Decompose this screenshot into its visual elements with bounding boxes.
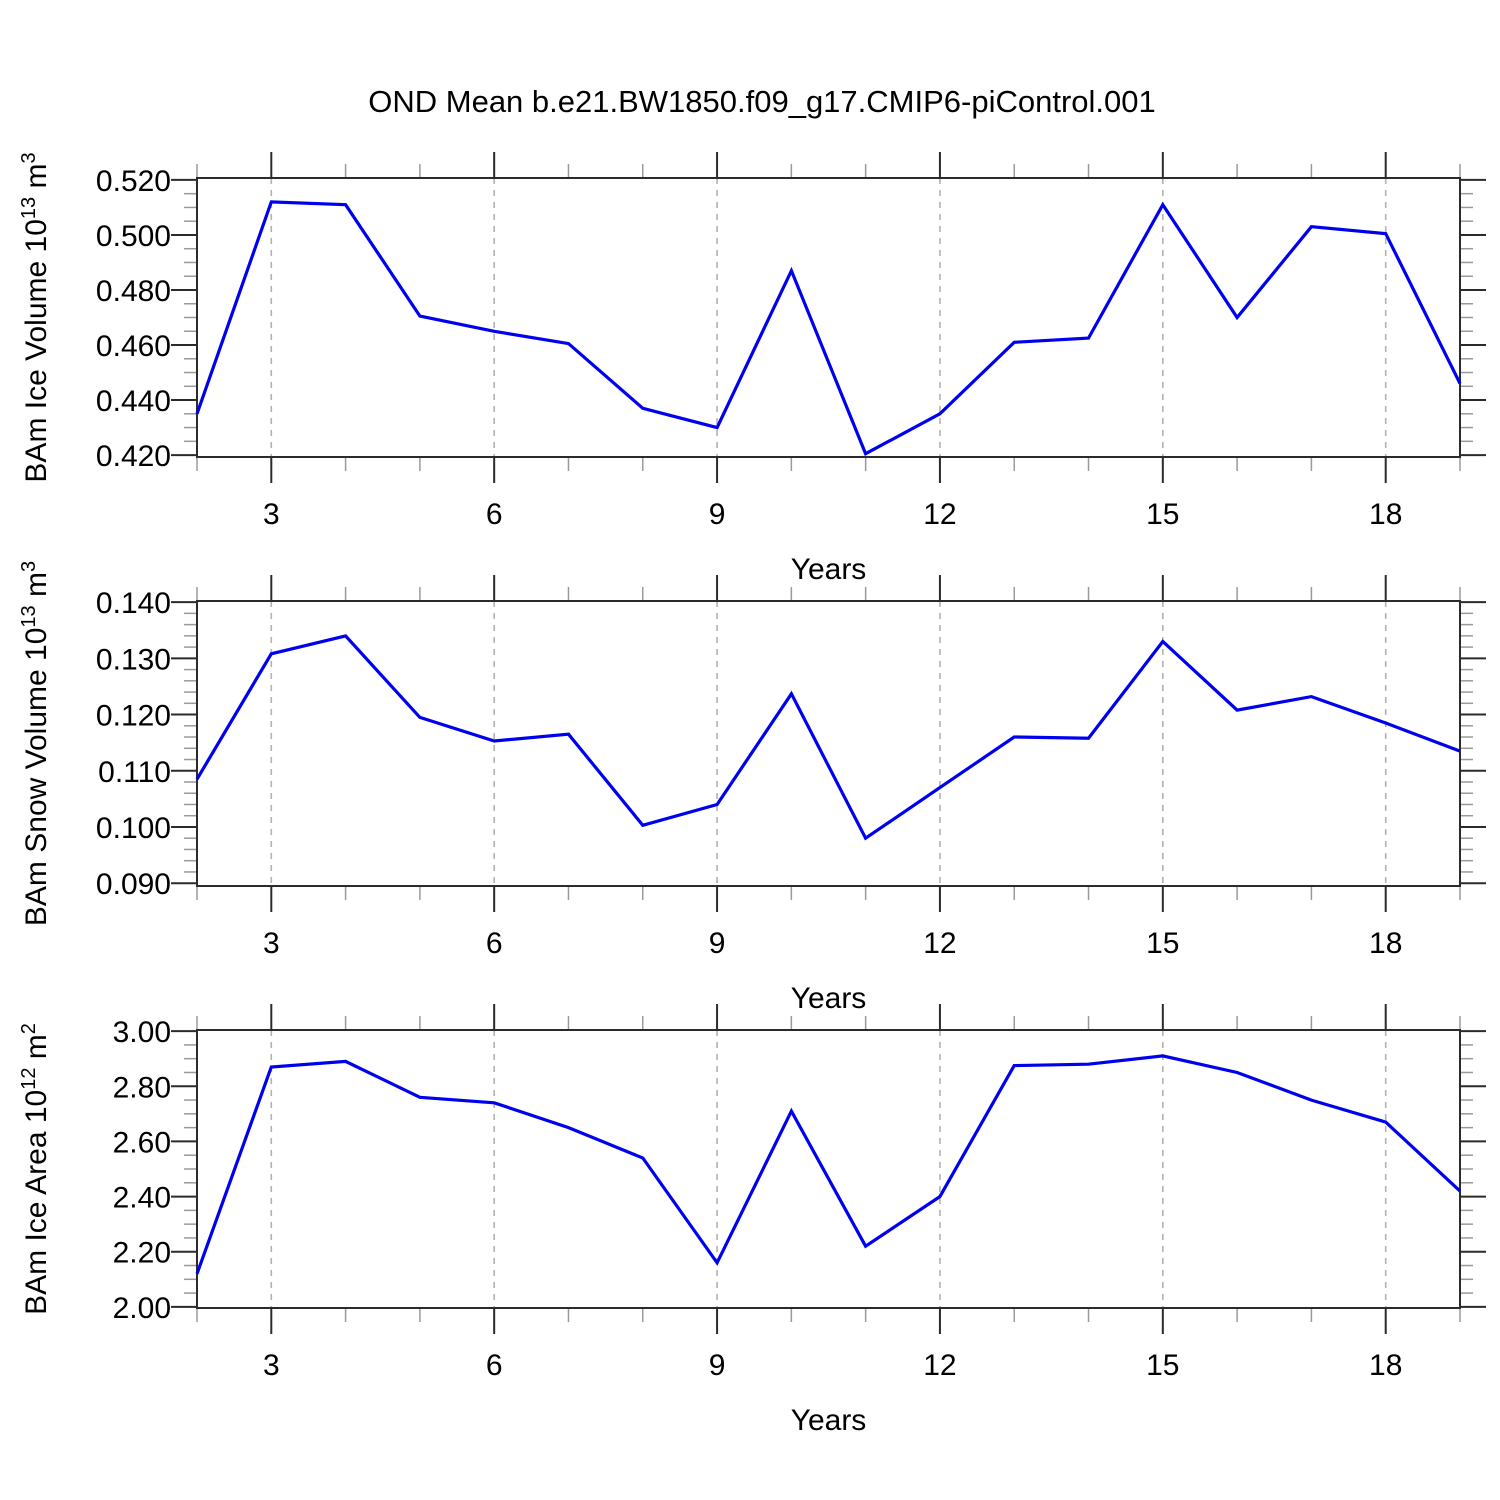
plot-frame: [196, 177, 1461, 458]
y-tick-label: 3.00: [113, 1016, 171, 1049]
y-axis-label-superscript: 12: [18, 1068, 40, 1090]
ice-volume-panel: 0.420 0.440 0.460 0.480 0.500 0.520 3 6 9 12 15 18 Y…: [18, 152, 1486, 586]
y-tick-label: 0.110: [98, 756, 171, 789]
x-tick-label: 18: [1369, 498, 1402, 531]
x-tick-label: 3: [263, 1349, 280, 1382]
x-tick-label: 3: [263, 927, 280, 960]
snow-volume-line: [195, 634, 1461, 841]
y-tick-label: 0.090: [96, 868, 171, 901]
plot-frame: [196, 1029, 1461, 1309]
y-tick-label: 2.00: [113, 1292, 171, 1325]
x-tick-label: 18: [1369, 927, 1402, 960]
y-tick-label: 0.460: [96, 330, 171, 363]
x-tick-label: 15: [1146, 1349, 1179, 1382]
ice-volume-line: [195, 200, 1462, 456]
x-tick-label: 9: [709, 498, 726, 531]
x-axis-label: Years: [791, 982, 867, 1015]
x-tick-label: 9: [709, 1349, 726, 1382]
y-axis-label: BAm Ice Area 1012 m2: [18, 1023, 53, 1315]
y-axis-label-text: BAm Ice Area 10: [20, 1090, 53, 1315]
y-axis-label-text: m: [20, 1034, 53, 1067]
y-axis-label-superscript: 3: [18, 561, 40, 572]
x-tick-label: 6: [486, 927, 503, 960]
y-tick-label: 0.420: [96, 440, 171, 473]
y-axis-label-superscript: 13: [18, 605, 40, 627]
ice-area-panel: 2.00 2.20 2.40 2.60 2.80 3.00 3 6 9 12 15 18 Years BA…: [18, 1004, 1486, 1437]
y-axis-label-superscript: 2: [18, 1023, 40, 1034]
x-tick-label: 9: [709, 927, 726, 960]
y-tick-label: 0.520: [96, 165, 171, 198]
y-tick-label: 0.500: [96, 220, 171, 253]
y-tick-label: 2.40: [113, 1182, 171, 1215]
x-tick-label: 6: [486, 1349, 503, 1382]
y-axis-label-text: BAm Ice Volume 10: [20, 219, 53, 482]
x-tick-label: 15: [1146, 498, 1179, 531]
y-axis-label-superscript: 3: [18, 152, 40, 163]
y-tick-label: 0.100: [96, 812, 171, 845]
x-axis-label: Years: [791, 1404, 867, 1437]
x-axis-label: Years: [791, 553, 867, 586]
y-axis-label: BAm Snow Volume 1013 m3: [18, 561, 53, 926]
plot-frame: [196, 600, 1461, 887]
ice-area-line: [195, 1054, 1462, 1275]
y-axis-label-text: m: [20, 164, 53, 197]
y-tick-label: 2.60: [113, 1126, 171, 1159]
chart-title: OND Mean b.e21.BW1850.f09_g17.CMIP6-piCo…: [368, 84, 1156, 119]
y-tick-label: 2.80: [113, 1071, 171, 1104]
y-tick-label: 0.140: [96, 587, 171, 620]
x-tick-label: 6: [486, 498, 503, 531]
y-tick-label: 0.480: [96, 275, 171, 308]
x-tick-label: 15: [1146, 927, 1179, 960]
y-tick-label: 0.130: [96, 643, 171, 676]
y-tick-label: 0.120: [96, 700, 171, 733]
y-axis-label-superscript: 13: [18, 197, 40, 219]
y-tick-label: 0.440: [96, 385, 171, 418]
x-tick-label: 12: [923, 927, 956, 960]
y-axis-label-text: m: [20, 572, 53, 605]
x-tick-label: 12: [923, 498, 956, 531]
x-tick-label: 18: [1369, 1349, 1402, 1382]
y-tick-label: 2.20: [113, 1237, 171, 1270]
y-axis-label-text: BAm Snow Volume 10: [20, 628, 53, 927]
x-tick-label: 3: [263, 498, 280, 531]
x-tick-label: 12: [923, 1349, 956, 1382]
y-axis-label: BAm Ice Volume 1013 m3: [18, 152, 53, 482]
snow-volume-panel: 0.090 0.100 0.110 0.120 0.130 0.140 3 6 9 12 15 18 Y…: [18, 561, 1486, 1015]
